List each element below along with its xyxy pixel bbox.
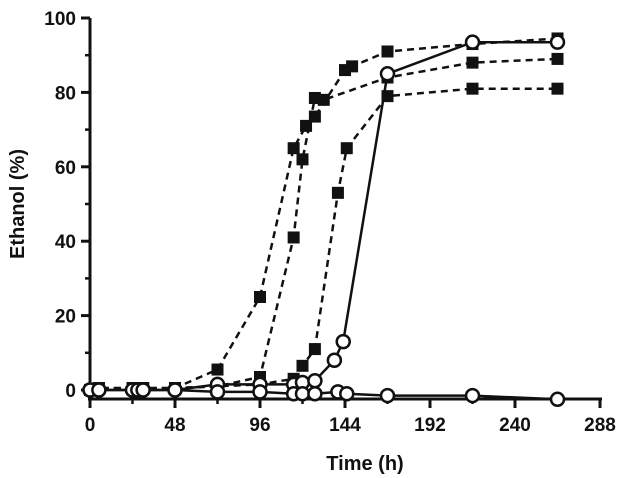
data-point-square <box>317 93 330 106</box>
data-point-square <box>331 186 344 199</box>
series-2 <box>84 52 564 396</box>
data-point-circle <box>379 66 396 82</box>
data-point-circle <box>379 387 396 404</box>
axes: 0 20 40 60 80 100 0 48 96 144 192 240 288 <box>44 9 616 436</box>
data-point-square <box>211 363 224 376</box>
data-point-square <box>308 343 321 356</box>
data-point-circle <box>209 384 226 400</box>
data-point-square <box>551 82 564 95</box>
data-point-square <box>296 359 309 372</box>
series-5 <box>82 382 566 408</box>
data-point-circle <box>549 391 566 408</box>
data-point-square <box>551 52 564 65</box>
data-point-circle <box>307 372 323 389</box>
series-1 <box>84 32 564 396</box>
series-layer <box>82 32 566 408</box>
x-axis-title: Time (h) <box>326 453 403 475</box>
y-tick-label: 80 <box>55 83 76 104</box>
data-point-square <box>346 60 359 73</box>
x-tick-label: 96 <box>249 415 270 436</box>
data-point-circle <box>339 385 355 402</box>
data-point-square <box>466 82 479 95</box>
data-point-circle <box>91 382 107 398</box>
series-3 <box>84 82 564 396</box>
data-point-circle <box>335 333 351 350</box>
data-point-circle <box>252 384 268 400</box>
data-point-square <box>254 291 266 303</box>
data-point-circle <box>294 385 311 402</box>
x-tick-label: 240 <box>499 415 531 436</box>
data-point-square <box>296 153 309 166</box>
data-point-square <box>381 45 394 58</box>
x-tick-label: 288 <box>584 415 616 436</box>
data-point-circle <box>464 34 481 50</box>
x-tick-label: 48 <box>164 415 185 436</box>
series-3-line <box>89 87 558 392</box>
x-tick-label: 144 <box>329 415 361 436</box>
data-point-circle <box>549 34 566 50</box>
series-1-line <box>89 37 558 392</box>
data-point-square <box>340 142 353 155</box>
data-point-circle <box>167 382 183 398</box>
y-tick-label: 20 <box>55 307 76 328</box>
data-point-square <box>466 56 479 69</box>
data-point-circle <box>307 385 323 402</box>
x-tick-label: 192 <box>414 415 446 436</box>
data-point-square <box>308 110 321 123</box>
data-point-square <box>287 142 300 155</box>
data-point-circle <box>464 387 481 404</box>
y-tick-label: 0 <box>65 381 76 402</box>
data-point-square <box>287 231 300 244</box>
x-tick-label: 0 <box>85 415 96 436</box>
y-tick-label: 60 <box>55 158 76 179</box>
data-point-circle <box>326 352 343 368</box>
data-point-circle <box>135 382 151 398</box>
y-axis-title: Ethanol (%) <box>7 149 29 259</box>
series-2-line <box>89 57 558 392</box>
y-tick-label: 100 <box>44 9 76 30</box>
y-tick-label: 40 <box>55 232 76 253</box>
